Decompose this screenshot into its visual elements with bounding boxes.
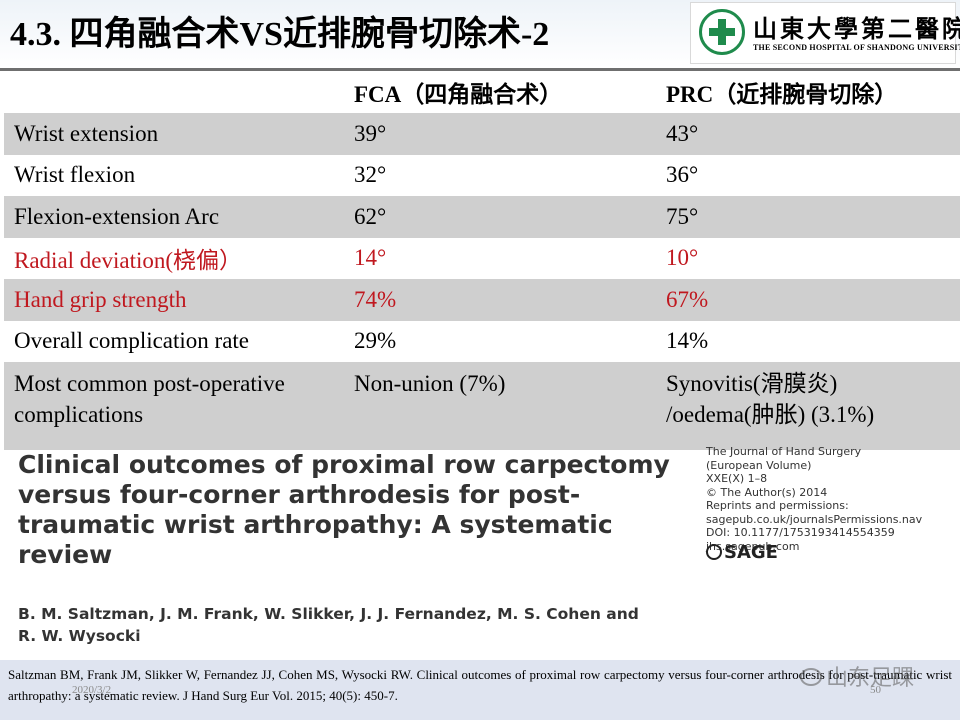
table-row: Flexion-extension Arc 62° 75°: [4, 196, 960, 238]
header-cell-prc: PRC（近排腕骨切除）: [666, 82, 898, 107]
prc-value: 43°: [666, 120, 699, 146]
journal-line: (European Volume): [706, 458, 812, 472]
journal-line: jhs.sagepub.com: [706, 539, 800, 553]
row-label: Wrist extension: [14, 120, 159, 146]
journal-info: The Journal of Hand Surgery (European Vo…: [706, 445, 956, 553]
prc-value: 14%: [666, 328, 709, 354]
table-row: Hand grip strength 74% 67%: [4, 279, 960, 321]
logo-name-en: THE SECOND HOSPITAL OF SHANDONG UNIVERSI…: [753, 43, 960, 52]
citation-footer: Saltzman BM, Frank JM, Slikker W, Fernan…: [0, 660, 960, 720]
fca-value: 29%: [354, 328, 397, 354]
prc-value: Synovitis(滑膜炎) /oedema(肿胀) (3.1%): [666, 371, 875, 427]
table-row: Overall complication rate 29% 14%: [4, 320, 960, 362]
hospital-cross-emblem-icon: [699, 9, 745, 55]
row-label: Radial deviation(桡偏）: [14, 248, 243, 274]
row-label: Flexion-extension Arc: [14, 203, 220, 229]
paper-authors: B. M. Saltzman, J. M. Frank, W. Slikker,…: [18, 605, 639, 645]
table-header-row: FCA（四角融合术） PRC（近排腕骨切除）: [4, 71, 960, 113]
journal-line: © The Author(s) 2014: [706, 485, 828, 499]
journal-line: The Journal of Hand Surgery: [706, 445, 862, 458]
outcomes-table: FCA（四角融合术） PRC（近排腕骨切除） Wrist extension 3…: [4, 71, 960, 450]
prc-value: 67%: [666, 286, 709, 312]
header-cell-fca: FCA（四角融合术）: [354, 82, 563, 107]
sage-logo: SAGE: [706, 542, 778, 563]
watermark-text: 山东足踝: [826, 666, 915, 691]
fca-value: Non-union (7%): [354, 371, 506, 396]
journal-line: sagepub.co.uk/journalsPermissions.nav: [706, 512, 923, 526]
row-label: Hand grip strength: [14, 286, 187, 312]
prc-value: 75°: [666, 203, 699, 229]
fca-value: 39°: [354, 120, 387, 146]
table-row: Radial deviation(桡偏） 14° 10°: [4, 237, 960, 279]
fca-value: 32°: [354, 162, 387, 188]
row-label: Wrist flexion: [14, 162, 136, 188]
slide-title: 4.3. 四角融合术VS近排腕骨切除术-2: [10, 16, 550, 53]
slide-header: 4.3. 四角融合术VS近排腕骨切除术-2 山東大學第二醫院 THE SECON…: [0, 0, 960, 68]
sage-circle-icon: [706, 544, 722, 560]
header-cell-label: [4, 71, 344, 113]
table-row: Most common post-operative complications…: [4, 362, 960, 450]
wechat-icon: [800, 668, 822, 686]
slide-date: 2020/3/2: [72, 684, 112, 696]
row-label: Most common post-operative complications: [14, 371, 285, 427]
journal-line: Reprints and permissions:: [706, 499, 849, 512]
header-divider: [0, 68, 960, 71]
fca-value: 62°: [354, 203, 387, 229]
slide-page-number: 50: [870, 684, 881, 696]
sage-name: SAGE: [724, 542, 778, 563]
prc-value: 10°: [666, 245, 699, 271]
watermark: 山东足踝: [800, 660, 914, 692]
journal-line: DOI: 10.1177/1753193414554359: [706, 526, 895, 539]
logo-name-cn: 山東大學第二醫院: [753, 14, 960, 43]
fca-value: 14°: [354, 245, 387, 271]
journal-line: XXE(X) 1–8: [706, 472, 768, 485]
fca-value: 74%: [354, 286, 397, 312]
table-row: Wrist flexion 32° 36°: [4, 154, 960, 196]
paper-title: Clinical outcomes of proximal row carpec…: [18, 450, 670, 569]
hospital-logo: 山東大學第二醫院 THE SECOND HOSPITAL OF SHANDONG…: [690, 2, 960, 64]
table-row: Wrist extension 39° 43°: [4, 113, 960, 155]
row-label: Overall complication rate: [14, 328, 250, 354]
prc-value: 36°: [666, 162, 699, 188]
